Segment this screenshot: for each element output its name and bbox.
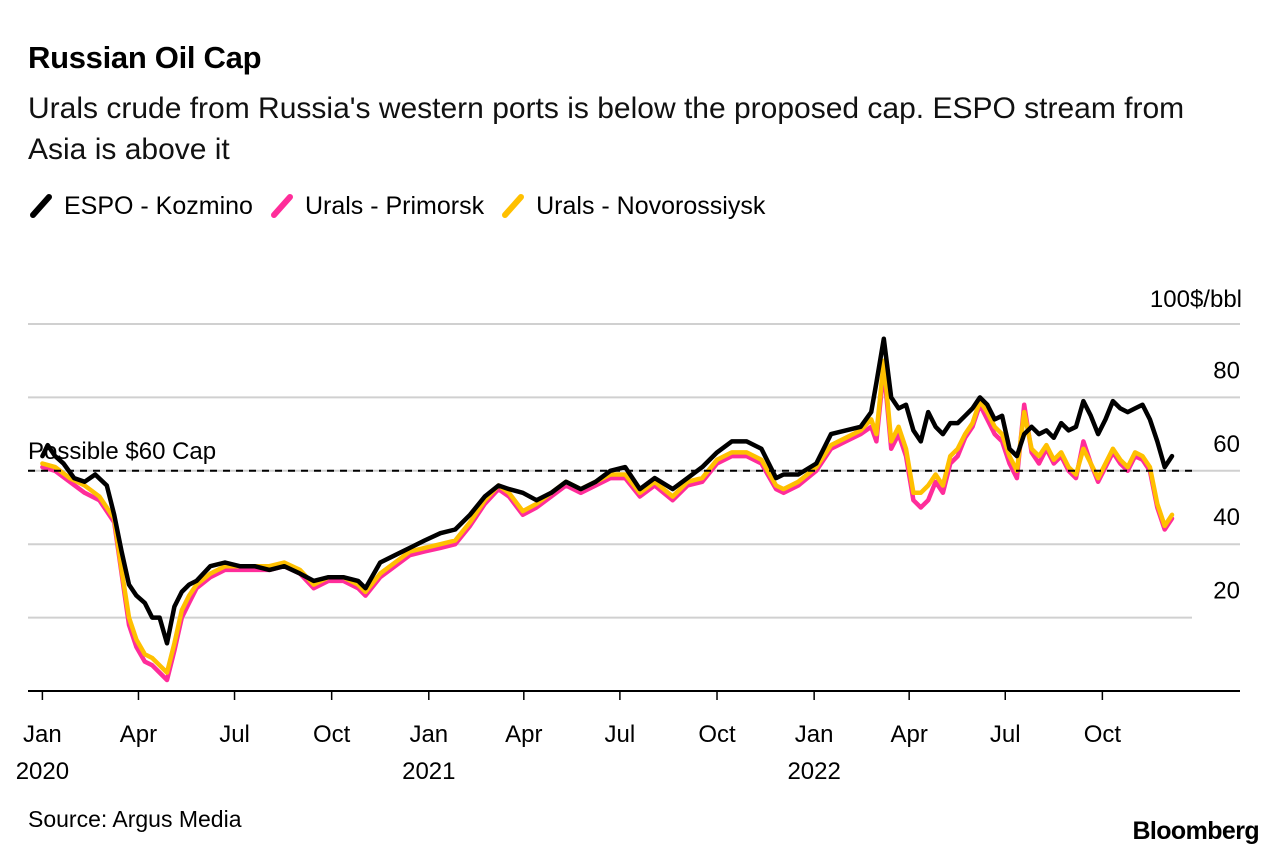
legend: ESPO - Kozmino Urals - Primorsk Urals - … [28, 188, 781, 224]
source-note: Source: Argus Media [28, 806, 242, 832]
y-axis-unit-label: 100$/bbl [1150, 286, 1242, 313]
chart-title: Russian Oil Cap [28, 40, 262, 75]
chart-subtitle: Urals crude from Russia's western ports … [28, 92, 1185, 166]
legend-item-espo-kozmino: ESPO - Kozmino [28, 192, 253, 221]
y-tick-label-40: 40 [1213, 504, 1240, 531]
x-tick-year-8: 2022 [787, 758, 840, 785]
series-line-urals-novorossiysk [40, 358, 1175, 675]
y-tick-label-60: 60 [1213, 431, 1240, 458]
y-tick-label-20: 20 [1213, 578, 1240, 605]
x-tick-label-9: Apr [890, 721, 927, 748]
x-tick-label-11: Oct [1084, 721, 1122, 748]
x-tick-label-10: Jul [990, 721, 1021, 748]
legend-swatch-primorsk-icon [270, 194, 293, 218]
legend-item-urals-novorossiysk: Urals - Novorossiysk [500, 192, 765, 221]
x-tick-year-4: 2021 [402, 758, 455, 785]
x-tick-label-2: Jul [219, 721, 250, 748]
legend-label-urals-primorsk: Urals - Primorsk [304, 191, 485, 220]
x-tick-label-1: Apr [120, 721, 157, 748]
bloomberg-logo: Bloomberg [1132, 817, 1259, 845]
reference-line-label: Possible $60 Cap [28, 438, 216, 465]
series-line-espo-kozmino [40, 336, 1175, 646]
y-tick-label-80: 80 [1213, 357, 1240, 384]
x-tick-label-8: Jan [795, 721, 834, 748]
x-tick-label-7: Oct [698, 721, 736, 748]
legend-swatch-espo-icon [30, 194, 52, 218]
legend-item-urals-primorsk: Urals - Primorsk [269, 192, 484, 221]
legend-label-urals-novorossiysk: Urals - Novorossiysk [536, 191, 766, 220]
legend-label-espo-kozmino: ESPO - Kozmino [64, 191, 253, 220]
legend-swatch-novorossiysk-icon [502, 194, 525, 218]
x-tick-label-6: Jul [605, 721, 636, 748]
x-tick-label-5: Apr [505, 721, 542, 748]
x-tick-label-4: Jan [409, 721, 448, 748]
x-tick-year-0: 2020 [16, 758, 69, 785]
series-line-urals-primorsk [40, 365, 1175, 683]
x-tick-label-0: Jan [23, 721, 62, 748]
x-tick-label-3: Oct [313, 721, 351, 748]
